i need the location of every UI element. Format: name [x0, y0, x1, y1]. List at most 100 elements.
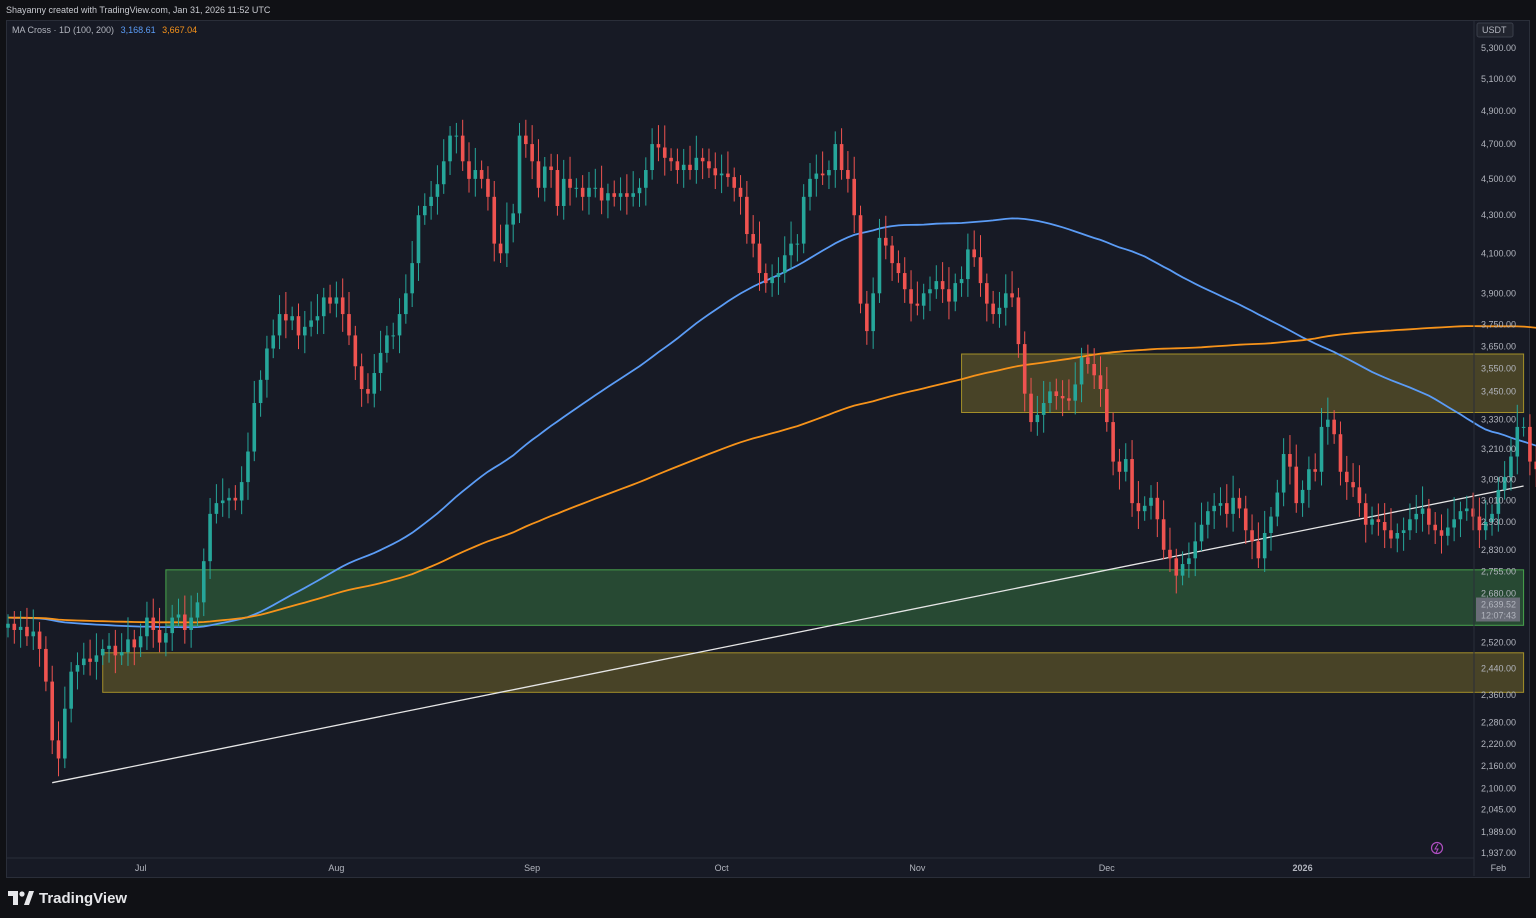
candle-body: [189, 617, 193, 630]
candle-body: [662, 147, 667, 158]
candle-body: [1123, 459, 1128, 472]
candle-body: [517, 135, 522, 214]
candle-body: [448, 135, 452, 162]
candle-body: [1155, 497, 1160, 520]
candle-body: [195, 602, 200, 618]
candle-body: [1237, 497, 1242, 509]
candle-body: [625, 193, 629, 197]
candle-body: [309, 320, 313, 327]
candle-body: [220, 500, 225, 504]
candle-body: [94, 655, 99, 662]
candle-body: [479, 170, 484, 179]
candle-body: [100, 648, 105, 656]
candle-body: [56, 740, 61, 759]
price-tick-label: 2,440.00: [1481, 663, 1516, 673]
candle-body: [1464, 508, 1469, 512]
candle-body: [612, 193, 617, 197]
candle-body: [1376, 519, 1381, 523]
candle-body: [921, 293, 926, 306]
candle-body: [145, 617, 149, 637]
created-by-text: Shayanny created with TradingView.com, J…: [6, 5, 271, 15]
candle-body: [1149, 497, 1153, 506]
price-tick-label: 2,360.00: [1481, 690, 1516, 700]
candle-body: [183, 614, 187, 630]
candle-body: [119, 652, 124, 656]
candle-body: [1458, 511, 1463, 520]
candle-body: [347, 314, 351, 336]
candle-body: [801, 196, 806, 244]
candle-body: [1408, 519, 1412, 531]
candle-body: [694, 157, 699, 171]
candle-body: [1288, 454, 1292, 467]
price-tick-label: 4,500.00: [1481, 174, 1516, 184]
candle-body: [176, 614, 181, 618]
candle-body: [524, 135, 528, 145]
ma200-line: [7, 325, 1536, 624]
resistance-zone-yellow: [961, 353, 1525, 413]
candle-body: [1427, 508, 1431, 525]
currency-badge: [1476, 22, 1514, 38]
time-tick-label: Aug: [328, 863, 344, 873]
candle-body: [846, 170, 850, 179]
candle-body: [966, 249, 970, 280]
candle-body: [865, 303, 869, 332]
candle-body: [1452, 519, 1456, 528]
candle-body: [1395, 533, 1400, 539]
candle-body: [978, 257, 983, 284]
price-tick-label: 3,750.00: [1481, 320, 1516, 330]
candle-body: [1041, 403, 1046, 415]
candle-body: [877, 237, 882, 294]
support-zone-green: [165, 569, 1525, 626]
candle-body: [227, 497, 231, 501]
tradingview-brand[interactable]: TradingView: [8, 888, 127, 908]
support-zone-yellow: [102, 652, 1525, 693]
price-tick-label: 2,930.00: [1481, 517, 1516, 527]
candle-body: [1269, 516, 1273, 534]
indicator-legend[interactable]: MA Cross · 1D (100, 200) 3,168.61 3,667.…: [12, 25, 197, 35]
candle-body: [511, 213, 515, 225]
candle-body: [271, 335, 276, 349]
ascending-trendline: [52, 485, 1524, 784]
candle-body: [1029, 393, 1033, 423]
candle-body: [372, 373, 377, 394]
candle-body: [915, 303, 920, 306]
candle-body: [44, 648, 48, 682]
candle-body: [1439, 530, 1444, 536]
candle-body: [1471, 508, 1475, 517]
candle-body: [1054, 391, 1059, 397]
candle-body: [909, 289, 913, 304]
candle-body: [1344, 471, 1349, 483]
candle-body: [429, 196, 433, 206]
candle-body: [599, 187, 604, 201]
candle-body: [391, 335, 396, 337]
time-tick-label: Oct: [715, 863, 730, 873]
candle-body: [1281, 454, 1286, 493]
candle-body: [839, 144, 844, 171]
candle-body: [719, 173, 724, 176]
candle-body: [88, 658, 92, 662]
candle-body: [1534, 461, 1536, 470]
candle-body: [1414, 513, 1419, 520]
candle-body: [416, 215, 421, 264]
candle-body: [1218, 503, 1223, 506]
chart-frame[interactable]: [6, 20, 1530, 878]
price-tick-label: 2,045.00: [1481, 805, 1516, 815]
last-price-label: 2,639.52: [1481, 600, 1516, 610]
candle-body: [902, 273, 907, 290]
price-axis: 5,300.00 5,100.00 4,900.00 4,700.00 4,500.00…: [1473, 21, 1516, 876]
price-tick-label: 2,680.00: [1481, 588, 1516, 598]
candle-body: [896, 263, 901, 274]
candle-body: [1338, 434, 1343, 472]
candle-body: [574, 187, 579, 189]
price-tick-label: 3,090.00: [1481, 474, 1516, 484]
candle-body: [934, 281, 939, 290]
candle-body: [852, 178, 857, 216]
candle-body: [1313, 469, 1318, 472]
candle-body: [138, 636, 143, 648]
candle-body: [334, 297, 339, 304]
candle-body: [808, 178, 812, 197]
candle-body: [1206, 511, 1210, 525]
brand-name: TradingView: [39, 889, 128, 907]
candle-body: [1502, 476, 1507, 490]
